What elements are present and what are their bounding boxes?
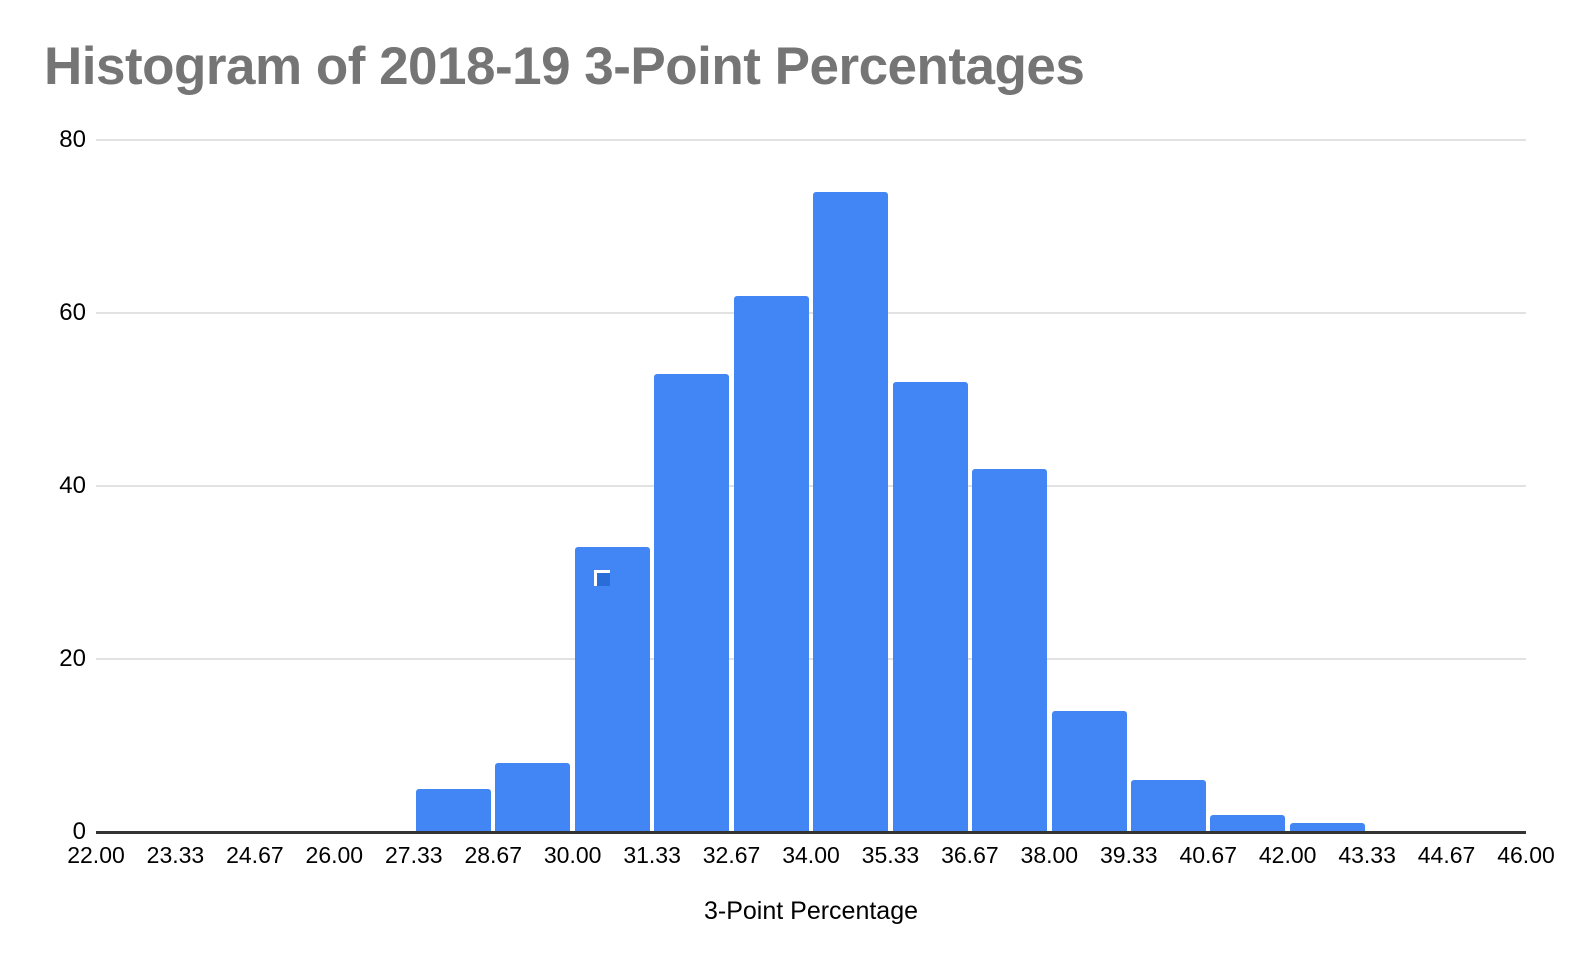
y-axis-tick-label: 80 (59, 126, 86, 153)
histogram-bar-31.33-32.67[interactable] (654, 373, 730, 832)
x-axis-tick-label: 32.67 (702, 842, 761, 868)
x-axis-tick-label: 27.33 (384, 842, 443, 868)
x-axis-line (96, 831, 1526, 834)
x-axis-tick-label: 28.67 (464, 842, 522, 868)
x-axis-tick-label: 22.00 (67, 842, 125, 868)
x-axis-tick-label: 46.00 (1497, 842, 1555, 868)
x-axis-tick-label: 43.33 (1338, 842, 1396, 868)
gridline-y-80 (96, 139, 1526, 141)
x-axis-tick-label: 40.67 (1179, 842, 1237, 868)
gridline-y-40 (96, 485, 1526, 487)
histogram-bar-28.67-30.00[interactable] (495, 762, 571, 832)
histogram-bar-36.67-38.00[interactable] (972, 468, 1048, 832)
x-axis-tick-label: 35.33 (861, 842, 920, 868)
histogram-bar-32.67-34.00[interactable] (733, 295, 809, 832)
x-axis-tick-label: 39.33 (1099, 842, 1158, 868)
x-axis-tick-label: 23.33 (146, 842, 205, 868)
y-axis-tick-label: 0 (72, 818, 86, 845)
histogram-bar-30.00-31.33[interactable] (574, 546, 650, 832)
x-axis-title: 3-Point Percentage (703, 897, 919, 925)
histogram-bar-42.00-43.33[interactable] (1289, 823, 1365, 832)
x-axis-tick-label: 44.67 (1417, 842, 1476, 868)
x-axis-tick-label: 36.67 (941, 842, 999, 868)
histogram-bar-38.00-39.33[interactable] (1051, 710, 1127, 832)
x-axis-tick-label: 38.00 (1020, 842, 1079, 868)
x-axis-tick-label: 26.00 (305, 842, 364, 868)
histogram-bar-40.67-42.00[interactable] (1210, 814, 1286, 832)
histogram-bar-39.33-40.67[interactable] (1130, 780, 1206, 832)
gridline-y-60 (96, 312, 1526, 314)
x-axis-tick-label: 31.33 (623, 842, 681, 868)
y-axis-tick-label: 40 (59, 472, 86, 499)
gridline-y-20 (96, 658, 1526, 660)
x-axis-tick-label: 42.00 (1258, 842, 1317, 868)
cell-cursor-marker (594, 570, 610, 586)
x-axis-tick-label: 34.00 (782, 842, 840, 868)
x-axis-tick-label: 24.67 (226, 842, 284, 868)
y-axis-tick-label: 20 (59, 645, 86, 672)
chart-title: Histogram of 2018-19 3-Point Percentages (44, 37, 1085, 96)
histogram-bar-27.33-28.67[interactable] (415, 788, 491, 832)
x-axis-tick-label: 30.00 (543, 842, 602, 868)
y-axis-tick-label: 60 (59, 299, 86, 326)
histogram-bar-35.33-36.67[interactable] (892, 382, 968, 832)
histogram-bar-34.00-35.33[interactable] (813, 191, 889, 832)
